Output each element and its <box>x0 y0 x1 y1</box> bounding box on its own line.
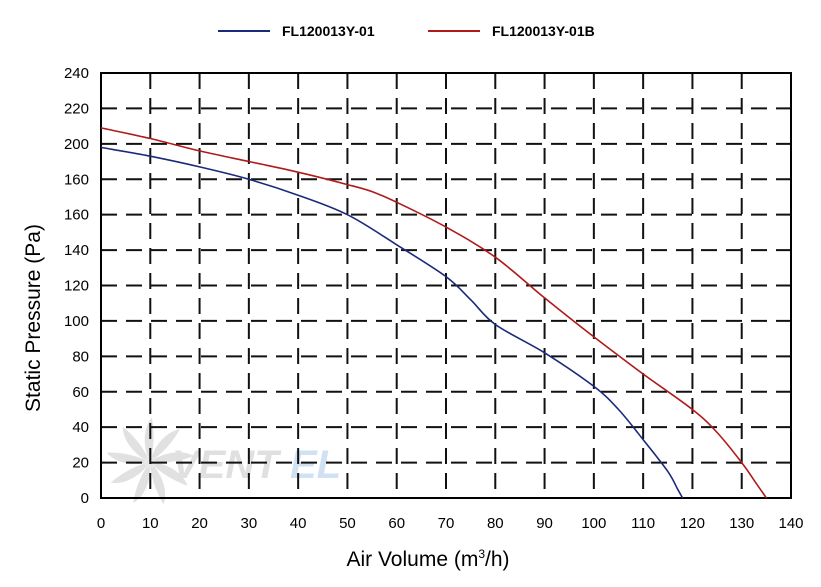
x-tick-20: 20 <box>191 515 208 532</box>
y-tick-100: 100 <box>64 313 89 330</box>
y-tick-60: 60 <box>72 384 89 401</box>
y-tick-160: 160 <box>64 207 89 224</box>
y-tick-220: 220 <box>64 100 89 117</box>
x-tick-0: 0 <box>97 515 105 532</box>
y-tick-200: 200 <box>64 136 89 153</box>
x-tick-60: 60 <box>388 515 405 532</box>
y-tick-80: 80 <box>72 348 89 365</box>
x-tick-100: 100 <box>581 515 606 532</box>
legend-label-fl120013y-01b: FL120013Y-01B <box>492 23 595 39</box>
legend-label-fl120013y-01: FL120013Y-01 <box>282 23 375 39</box>
x-tick-110: 110 <box>631 515 655 532</box>
y-tick-140: 140 <box>64 242 89 259</box>
fan-blade <box>144 417 154 462</box>
y-tick-20: 20 <box>72 455 89 472</box>
x-tick-70: 70 <box>438 515 455 532</box>
fan-blade <box>150 429 180 462</box>
x-tick-40: 40 <box>290 515 307 532</box>
legend: FL120013Y-01 FL120013Y-01B <box>218 23 595 39</box>
watermark-text-vent: VENT <box>172 443 282 487</box>
x-tick-120: 120 <box>680 515 705 532</box>
series-group <box>100 127 768 499</box>
x-axis-label: Air Volume (m3/h) <box>346 547 509 571</box>
y-tick-180: 160 <box>64 171 89 188</box>
fan-blade <box>110 462 150 484</box>
x-tick-90: 90 <box>536 515 553 532</box>
grid <box>101 73 791 498</box>
x-tick-130: 130 <box>729 515 754 532</box>
series-line-fl120013y-01 <box>100 146 684 499</box>
watermark: VENT EL <box>106 417 341 505</box>
x-tick-140: 140 <box>778 515 803 532</box>
fan-blade <box>150 452 194 463</box>
fan-blade <box>122 426 150 462</box>
x-tick-10: 10 <box>142 515 159 532</box>
y-tick-40: 40 <box>72 419 89 436</box>
fan-blade <box>106 452 150 465</box>
fan-blade <box>133 462 151 504</box>
y-tick-labels: 0 20 40 60 80 100 120 140 160 160 200 220 240 <box>64 65 89 507</box>
plot-frame <box>100 72 792 499</box>
y-tick-120: 120 <box>64 278 89 295</box>
series-line-fl120013y-01b <box>100 127 768 499</box>
y-tick-0: 0 <box>81 490 89 507</box>
x-tick-80: 80 <box>487 515 504 532</box>
fan-blade <box>150 462 188 486</box>
y-tick-240: 240 <box>64 65 89 82</box>
y-axis-label: Static Pressure (Pa) <box>22 224 45 412</box>
x-tick-50: 50 <box>339 515 356 532</box>
x-tick-labels: 0 10 20 30 40 50 60 70 80 90 100 110 120 130 140 <box>97 515 804 532</box>
fan-blade <box>150 462 166 505</box>
x-tick-30: 30 <box>241 515 258 532</box>
fan-logo <box>106 417 194 505</box>
